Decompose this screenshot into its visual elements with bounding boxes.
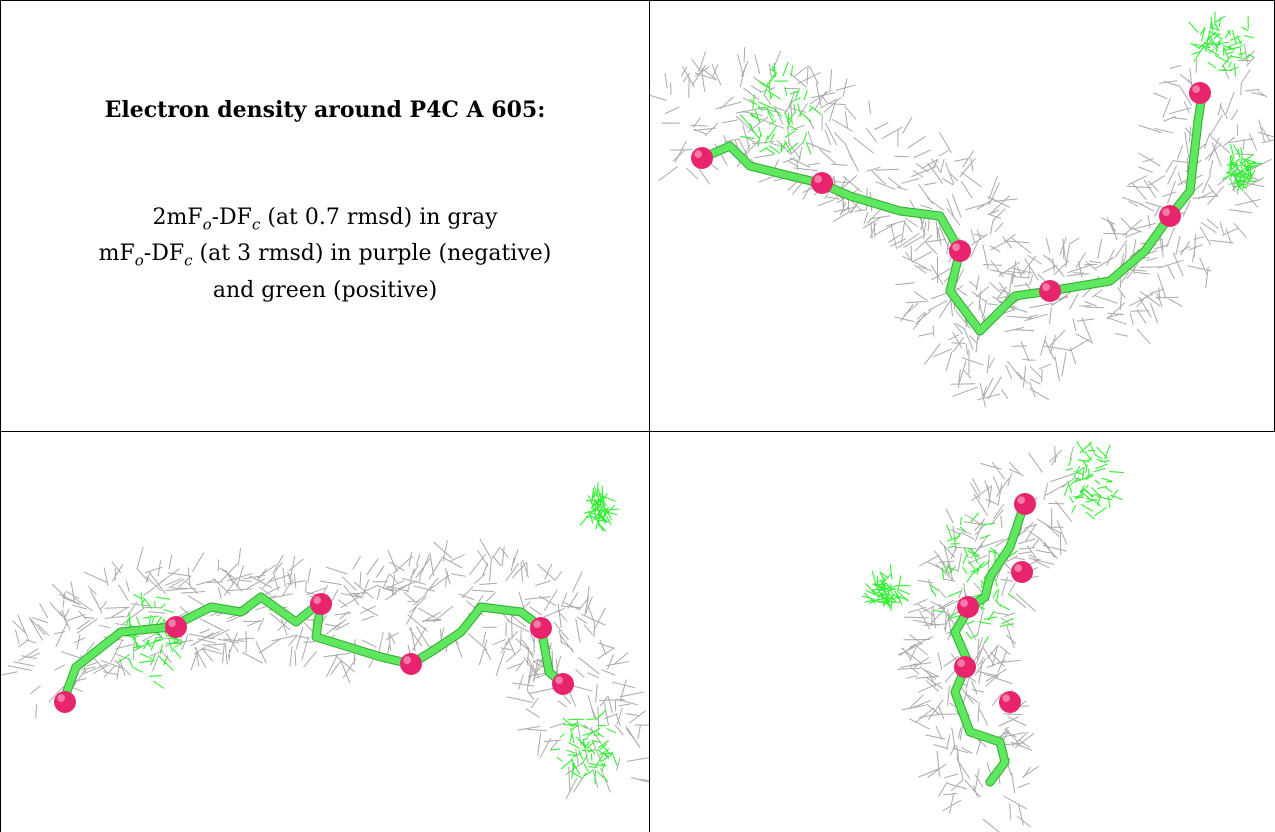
oxygen-atom-highlight — [168, 619, 176, 627]
oxygen-atom-highlight — [57, 694, 65, 702]
oxygen-atom-highlight — [814, 175, 822, 183]
density-panel-1 — [649, 0, 1275, 432]
oxygen-atom — [1011, 561, 1033, 583]
ligand-sticks — [951, 498, 1029, 786]
oxygen-atom-highlight — [1014, 564, 1022, 572]
oxygen-atom-highlight — [960, 599, 968, 607]
oxygen-atom — [999, 691, 1021, 713]
mesh-fofc-positive — [550, 709, 618, 785]
figure-title: Electron density around P4C A 605: — [104, 97, 546, 123]
caption: Electron density around P4C A 605: 2mFo-… — [1, 1, 649, 431]
caption-cell: Electron density around P4C A 605: 2mFo-… — [0, 0, 650, 432]
density-panel-2 — [0, 431, 650, 832]
oxygen-atom-highlight — [555, 676, 564, 684]
mesh-2fofc — [897, 445, 1076, 832]
oxygen-atom — [1189, 82, 1211, 104]
oxygen-atom — [1014, 493, 1036, 515]
oxygen-atom-highlight — [1017, 496, 1025, 504]
legend-line-2fofc: 2mFo-DFc (at 0.7 rmsd) in gray — [152, 205, 498, 234]
mesh-fofc-positive — [1063, 441, 1124, 520]
oxygen-atom — [691, 147, 713, 169]
mesh-fofc-positive — [929, 512, 1018, 643]
oxygen-atom-highlight — [403, 656, 411, 664]
density-panel-3 — [649, 431, 1275, 832]
oxygen-atom — [811, 172, 833, 194]
mesh-fofc-positive — [861, 564, 911, 612]
mesh-fofc-positive — [1188, 11, 1255, 77]
oxygen-atom-highlight — [957, 659, 965, 667]
oxygen-atom — [552, 673, 574, 695]
oxygen-atom-highlight — [533, 620, 542, 628]
mesh-fofc-positive — [1221, 143, 1263, 192]
density-view-1 — [650, 11, 1274, 408]
mesh-2fofc — [650, 41, 1274, 408]
oxygen-atom — [400, 653, 422, 675]
density-view-2 — [1, 482, 649, 800]
oxygen-atom — [957, 596, 979, 618]
mesh-fofc-positive — [579, 482, 620, 532]
oxygen-atom — [310, 593, 332, 615]
oxygen-atom-highlight — [1192, 85, 1200, 93]
oxygen-atom-highlight — [952, 243, 960, 251]
oxygen-atom-highlight — [1162, 208, 1170, 216]
legend-line-fofc-cont: and green (positive) — [212, 277, 438, 303]
oxygen-atom-highlight — [694, 150, 702, 158]
oxygen-atom — [165, 616, 187, 638]
oxygen-atom — [1039, 280, 1061, 302]
mesh-fofc-positive — [739, 61, 822, 155]
oxygen-atom-highlight — [1002, 694, 1010, 702]
oxygen-atom-highlight — [1042, 283, 1050, 291]
density-view-3 — [861, 441, 1124, 832]
legend-line-fofc: mFo-DFc (at 3 rmsd) in purple (negative) — [98, 241, 552, 270]
oxygen-atom — [954, 656, 976, 678]
oxygen-atom — [1159, 205, 1181, 227]
oxygen-atom — [530, 617, 552, 639]
figure-legend: 2mFo-DFc (at 0.7 rmsd) in gray mFo-DFc (… — [1, 203, 649, 305]
oxygen-atom — [54, 691, 76, 713]
oxygen-atom — [949, 240, 971, 262]
oxygen-atom-highlight — [313, 596, 321, 604]
